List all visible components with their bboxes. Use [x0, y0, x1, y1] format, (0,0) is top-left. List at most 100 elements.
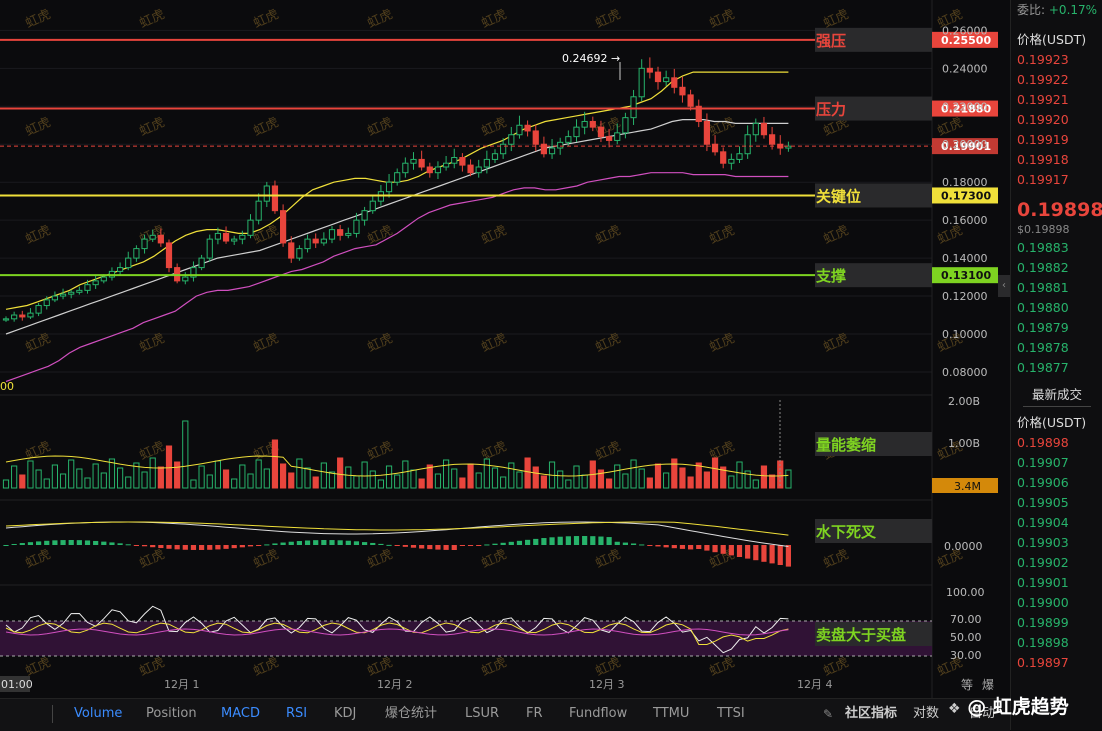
candle-body: [157, 234, 164, 244]
corner-label-2: 爆: [982, 678, 994, 692]
macd-histogram-bar: [435, 545, 441, 550]
trades-title[interactable]: 最新成交: [1023, 384, 1091, 407]
bid-price[interactable]: 0.19880: [1017, 300, 1069, 315]
macd-histogram-bar: [500, 542, 506, 545]
candle-body: [557, 141, 564, 149]
trade-price[interactable]: 0.19905: [1017, 495, 1069, 510]
candle-body: [720, 151, 727, 164]
rsi-tick-50: 50.00: [950, 631, 982, 644]
candle-body: [467, 164, 474, 174]
trade-price[interactable]: 0.19898: [1017, 435, 1069, 450]
community-indicators[interactable]: 社区指标: [845, 706, 898, 721]
macd-histogram-bar: [68, 540, 74, 545]
volume-bar: [557, 470, 564, 489]
indicator-tab-position[interactable]: Position: [146, 706, 197, 721]
log-scale-toggle[interactable]: 对数: [913, 706, 940, 721]
indicator-tab-kdj[interactable]: KDJ: [334, 706, 357, 721]
ask-price[interactable]: 0.19918: [1017, 152, 1069, 167]
left-edge-label: 00: [0, 380, 14, 393]
candle-body: [239, 234, 246, 240]
volume-bar: [703, 471, 710, 489]
level-label-bg: [815, 27, 932, 52]
rsi-tick-70: 70.00: [950, 613, 982, 626]
bid-price[interactable]: 0.19881: [1017, 280, 1069, 295]
macd-histogram-bar: [679, 545, 686, 549]
candle-body: [434, 166, 442, 174]
trade-price[interactable]: 0.19898: [1017, 635, 1069, 650]
community-icon[interactable]: ✎: [823, 707, 834, 721]
macd-panel: [3, 521, 791, 567]
volume-bar: [288, 472, 295, 489]
indicator-tab-fundflow[interactable]: Fundflow: [569, 706, 628, 721]
volume-bar: [760, 465, 768, 489]
macd-histogram-bar: [362, 542, 368, 545]
candle-body: [606, 136, 613, 141]
indicator-tab-volume[interactable]: Volume: [74, 706, 123, 721]
indicator-tab-ttmu[interactable]: TTMU: [653, 706, 690, 721]
price-tick: 0.18000: [942, 176, 988, 189]
trade-price[interactable]: 0.19903: [1017, 535, 1069, 550]
indicator-tab-rsi[interactable]: RSI: [286, 706, 308, 721]
candle-body: [92, 280, 99, 286]
macd-histogram-bar: [313, 540, 319, 545]
volume-bar: [231, 478, 238, 489]
macd-histogram-bar: [386, 544, 392, 546]
trade-price[interactable]: 0.19900: [1017, 595, 1069, 610]
candle-body: [785, 145, 792, 149]
trade-price[interactable]: 0.19902: [1017, 555, 1069, 570]
ask-price[interactable]: 0.19919: [1017, 132, 1069, 147]
volume-bar: [369, 470, 376, 489]
trade-price[interactable]: 0.19904: [1017, 515, 1069, 530]
indicator-tab-fr[interactable]: FR: [526, 706, 543, 721]
indicator-tab-爆仓统计[interactable]: 爆仓统计: [385, 706, 438, 721]
candle-body: [736, 153, 743, 160]
macd-histogram-bar: [647, 545, 653, 546]
candle-body: [508, 134, 515, 145]
candle-body: [385, 181, 393, 193]
volume-bar: [337, 457, 344, 489]
trade-price[interactable]: 0.19906: [1017, 475, 1069, 490]
candle-body: [11, 314, 18, 320]
volume-bar: [2, 479, 10, 489]
trade-price[interactable]: 0.19901: [1017, 575, 1069, 590]
volume-bar: [581, 474, 588, 489]
bid-price[interactable]: 0.19877: [1017, 360, 1069, 375]
indicator-tab-ttsi[interactable]: TTSI: [717, 706, 745, 721]
macd-histogram-bar: [777, 545, 783, 565]
macd-histogram-bar: [508, 541, 514, 545]
macd-histogram-bar: [133, 545, 139, 546]
auto-scale-toggle[interactable]: 自动: [969, 706, 996, 721]
ask-price[interactable]: 0.19923: [1017, 52, 1069, 67]
candle-body: [296, 248, 303, 259]
macd-histogram-bar: [19, 543, 25, 545]
volume-bar: [524, 457, 531, 489]
bid-price[interactable]: 0.19882: [1017, 260, 1069, 275]
macd-histogram-bar: [573, 536, 580, 545]
volume-bar: [133, 462, 140, 489]
ask-price[interactable]: 0.19921: [1017, 92, 1069, 107]
macd-histogram-bar: [590, 536, 596, 545]
volume-bar: [744, 470, 751, 489]
candle-body: [312, 238, 319, 244]
sidebar-toggle[interactable]: ‹: [998, 275, 1010, 297]
ask-price[interactable]: 0.19920: [1017, 112, 1069, 127]
macd-histogram-bar: [427, 545, 433, 550]
bid-price[interactable]: 0.19879: [1017, 320, 1069, 335]
ask-price[interactable]: 0.19917: [1017, 172, 1069, 187]
trade-price[interactable]: 0.19899: [1017, 615, 1069, 630]
trade-price[interactable]: 0.19907: [1017, 455, 1069, 470]
toolbar-handle-icon: [52, 705, 53, 723]
candle-body: [475, 166, 482, 174]
macd-histogram-bar: [728, 545, 734, 556]
bid-price[interactable]: 0.19883: [1017, 240, 1069, 255]
ask-price[interactable]: 0.19922: [1017, 72, 1069, 87]
indicator-tab-lsur[interactable]: LSUR: [465, 706, 500, 721]
x-label-2: 12月 2: [377, 678, 413, 691]
bid-price[interactable]: 0.19878: [1017, 340, 1069, 355]
indicator-tab-macd[interactable]: MACD: [221, 706, 260, 721]
macd-histogram-bar: [231, 545, 237, 549]
candle-body: [565, 136, 572, 143]
volume-bar: [451, 468, 458, 489]
trade-price[interactable]: 0.19897: [1017, 655, 1069, 670]
